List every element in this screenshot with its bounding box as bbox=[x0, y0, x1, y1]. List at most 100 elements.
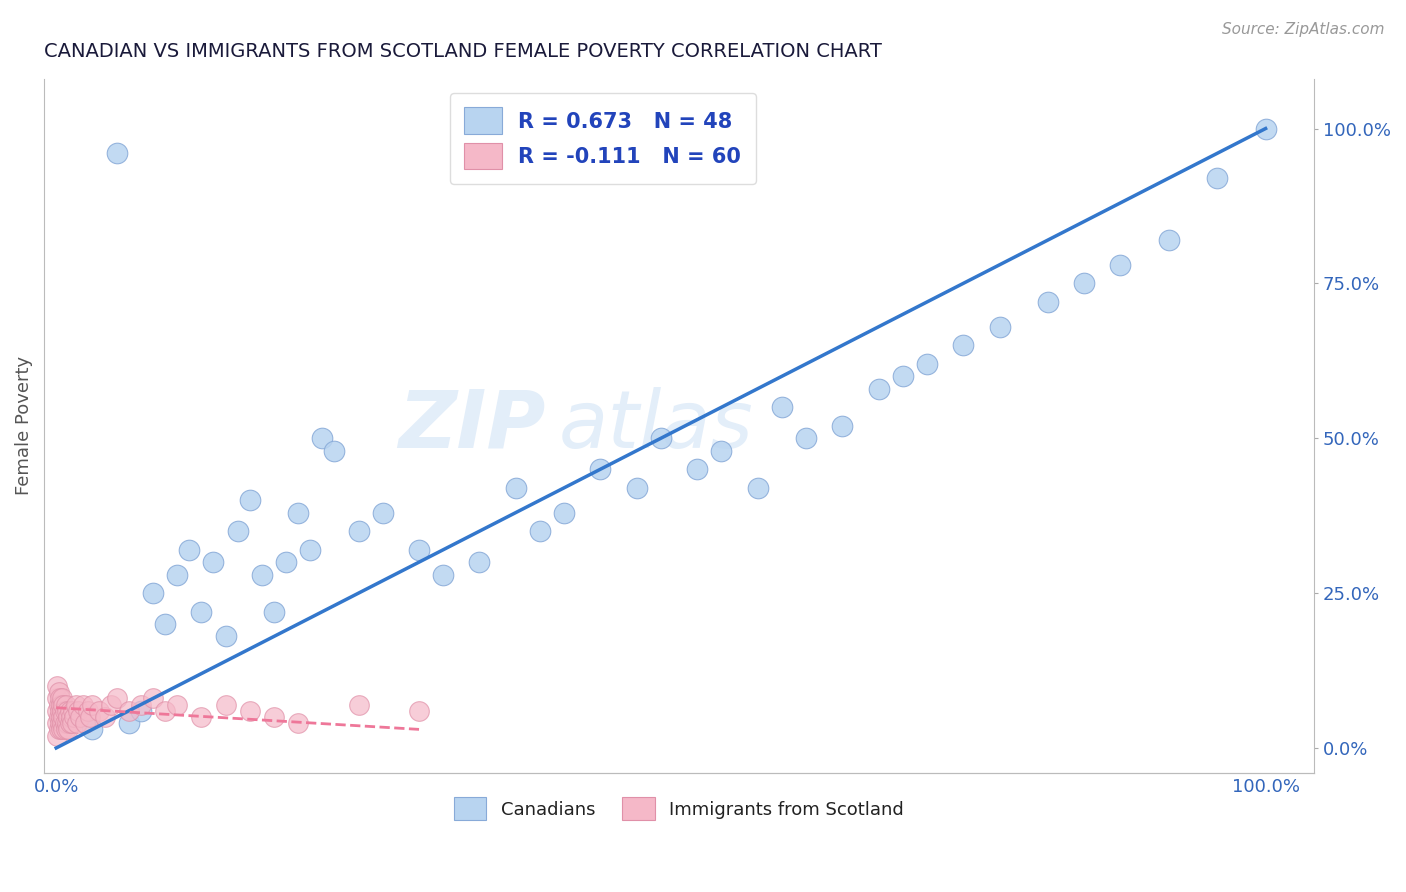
Point bbox=[915, 357, 938, 371]
Point bbox=[468, 555, 491, 569]
Point bbox=[49, 704, 72, 718]
Point bbox=[153, 704, 176, 718]
Point bbox=[202, 555, 225, 569]
Point bbox=[190, 710, 212, 724]
Point bbox=[49, 698, 72, 712]
Point bbox=[1254, 121, 1277, 136]
Point bbox=[53, 716, 76, 731]
Point bbox=[505, 481, 527, 495]
Point bbox=[58, 716, 80, 731]
Point bbox=[129, 704, 152, 718]
Point bbox=[82, 723, 104, 737]
Point bbox=[794, 431, 817, 445]
Point bbox=[66, 716, 89, 731]
Point bbox=[65, 698, 87, 712]
Point bbox=[1073, 277, 1095, 291]
Point bbox=[46, 729, 69, 743]
Point bbox=[747, 481, 769, 495]
Point bbox=[179, 542, 201, 557]
Point bbox=[1036, 295, 1059, 310]
Point bbox=[226, 524, 249, 538]
Point bbox=[49, 691, 72, 706]
Point bbox=[274, 555, 297, 569]
Point bbox=[589, 462, 612, 476]
Point bbox=[49, 723, 72, 737]
Text: Source: ZipAtlas.com: Source: ZipAtlas.com bbox=[1222, 22, 1385, 37]
Point bbox=[347, 524, 370, 538]
Point bbox=[49, 716, 72, 731]
Point bbox=[1206, 171, 1229, 186]
Text: CANADIAN VS IMMIGRANTS FROM SCOTLAND FEMALE POVERTY CORRELATION CHART: CANADIAN VS IMMIGRANTS FROM SCOTLAND FEM… bbox=[44, 42, 882, 61]
Text: atlas: atlas bbox=[558, 387, 754, 465]
Point bbox=[118, 716, 141, 731]
Point bbox=[48, 710, 70, 724]
Point bbox=[347, 698, 370, 712]
Point bbox=[287, 716, 309, 731]
Point bbox=[952, 338, 974, 352]
Point bbox=[239, 493, 262, 508]
Point bbox=[55, 698, 77, 712]
Point bbox=[60, 716, 83, 731]
Point bbox=[287, 506, 309, 520]
Point bbox=[408, 542, 430, 557]
Point bbox=[46, 691, 69, 706]
Point bbox=[118, 704, 141, 718]
Point bbox=[868, 382, 890, 396]
Point bbox=[831, 418, 853, 433]
Point bbox=[79, 710, 101, 724]
Point bbox=[52, 723, 75, 737]
Text: ZIP: ZIP bbox=[398, 387, 546, 465]
Y-axis label: Female Poverty: Female Poverty bbox=[15, 356, 32, 495]
Point bbox=[553, 506, 575, 520]
Point bbox=[432, 567, 454, 582]
Point bbox=[51, 716, 73, 731]
Point bbox=[58, 710, 80, 724]
Point bbox=[51, 691, 73, 706]
Point bbox=[686, 462, 709, 476]
Point bbox=[105, 691, 128, 706]
Point bbox=[49, 710, 72, 724]
Point bbox=[153, 617, 176, 632]
Point bbox=[52, 698, 75, 712]
Point bbox=[129, 698, 152, 712]
Point bbox=[323, 443, 346, 458]
Point bbox=[299, 542, 322, 557]
Point bbox=[56, 716, 79, 731]
Point bbox=[408, 704, 430, 718]
Point bbox=[46, 704, 69, 718]
Point bbox=[46, 679, 69, 693]
Point bbox=[58, 723, 80, 737]
Point bbox=[166, 698, 188, 712]
Point bbox=[250, 567, 273, 582]
Point bbox=[76, 704, 98, 718]
Point bbox=[52, 710, 75, 724]
Point bbox=[166, 567, 188, 582]
Point bbox=[69, 710, 91, 724]
Point bbox=[46, 716, 69, 731]
Point bbox=[311, 431, 333, 445]
Point bbox=[263, 710, 285, 724]
Point bbox=[650, 431, 672, 445]
Point bbox=[371, 506, 394, 520]
Point bbox=[87, 704, 110, 718]
Point bbox=[58, 704, 80, 718]
Point bbox=[214, 698, 236, 712]
Point bbox=[100, 698, 122, 712]
Point bbox=[72, 698, 94, 712]
Point bbox=[142, 691, 165, 706]
Point bbox=[142, 586, 165, 600]
Point bbox=[48, 685, 70, 699]
Point bbox=[710, 443, 733, 458]
Point bbox=[82, 698, 104, 712]
Point bbox=[891, 369, 914, 384]
Point bbox=[988, 319, 1011, 334]
Point bbox=[62, 704, 84, 718]
Point bbox=[239, 704, 262, 718]
Point bbox=[1109, 258, 1132, 272]
Point bbox=[53, 704, 76, 718]
Legend: Canadians, Immigrants from Scotland: Canadians, Immigrants from Scotland bbox=[441, 785, 917, 833]
Point bbox=[55, 723, 77, 737]
Point bbox=[48, 723, 70, 737]
Point bbox=[190, 605, 212, 619]
Point bbox=[626, 481, 648, 495]
